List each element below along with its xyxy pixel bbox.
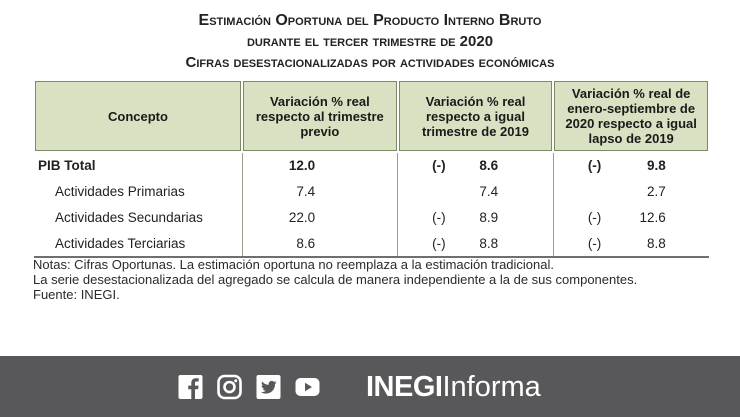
note-line-2: La serie desestacionalizada del agregado… bbox=[33, 272, 638, 287]
row-annual-value: 7.4 bbox=[479, 183, 499, 199]
header-concept: Concepto bbox=[33, 79, 243, 153]
row-annual-cell: 7.4 bbox=[397, 178, 554, 204]
row-ytd-cell: (-) 8.8 bbox=[552, 230, 709, 258]
row-quarterly-value: 8.6 bbox=[241, 230, 398, 258]
note-line-1: Notas: Cifras Oportunas. La estimación o… bbox=[33, 257, 554, 272]
instagram-icon[interactable] bbox=[215, 374, 244, 400]
table-header-row: Concepto Variación % real respecto al tr… bbox=[33, 79, 710, 153]
social-icons bbox=[176, 374, 322, 400]
header-year-to-date: Variación % real de enero-septiembre de … bbox=[552, 79, 710, 153]
gdp-table: Concepto Variación % real respecto al tr… bbox=[33, 79, 710, 258]
negative-sign: (-) bbox=[432, 158, 446, 173]
table-row: Actividades Secundarias 22.0 (-) 8.9 (-) 1… bbox=[34, 204, 709, 230]
title-line-3: Cifras desestacionalizadas por actividad… bbox=[185, 54, 555, 71]
row-ytd-cell: 2.7 bbox=[552, 178, 709, 204]
title-block: Estimación Oportuna del Producto Interno… bbox=[0, 10, 740, 73]
row-ytd-value: 9.8 bbox=[647, 158, 666, 173]
negative-sign: (-) bbox=[432, 209, 446, 225]
brand-informa: Informa bbox=[442, 371, 541, 403]
row-ytd-value: 2.7 bbox=[647, 183, 666, 199]
row-concept: Actividades Terciarias bbox=[34, 230, 242, 258]
notes-block: Notas: Cifras Oportunas. La estimación o… bbox=[33, 257, 708, 302]
note-source: Fuente: INEGI. bbox=[33, 287, 120, 302]
negative-sign: (-) bbox=[432, 235, 446, 251]
row-quarterly-value: 7.4 bbox=[241, 178, 398, 204]
table-row: Actividades Terciarias 8.6 (-) 8.8 (-) 8.8 bbox=[34, 230, 709, 258]
brand-inegi: INEGI bbox=[366, 371, 443, 403]
row-ytd-value: 12.6 bbox=[639, 209, 666, 225]
title-line-2: durante el tercer trimestre de 2020 bbox=[246, 33, 494, 50]
row-quarterly-value: 12.0 bbox=[241, 151, 398, 178]
header-annual: Variación % real respecto a igual trimes… bbox=[396, 79, 555, 153]
row-concept: Actividades Primarias bbox=[55, 183, 185, 199]
row-ytd-value: 8.8 bbox=[647, 235, 666, 251]
row-ytd-cell: (-) 9.8 bbox=[552, 151, 709, 178]
negative-sign: (-) bbox=[587, 209, 602, 225]
youtube-icon[interactable] bbox=[293, 374, 322, 400]
row-annual-value: 8.8 bbox=[479, 235, 499, 251]
row-annual-value: 8.6 bbox=[479, 158, 499, 173]
row-ytd-cell: (-) 12.6 bbox=[552, 204, 709, 230]
table-row: Actividades Primarias 7.4 7.4 2.7 bbox=[34, 178, 709, 204]
table-row: PIB Total 12.0 (-) 8.6 (-) 9.8 bbox=[34, 151, 709, 178]
footer-bar: INEGIInforma bbox=[0, 356, 740, 417]
inegi-informa-logo: INEGIInforma bbox=[366, 370, 541, 404]
row-concept: PIB Total bbox=[34, 151, 242, 178]
row-quarterly-value: 22.0 bbox=[241, 204, 398, 230]
row-annual-cell: (-) 8.9 bbox=[397, 204, 554, 230]
row-annual-value: 8.9 bbox=[479, 209, 499, 225]
negative-sign: (-) bbox=[587, 235, 602, 251]
negative-sign: (-) bbox=[587, 158, 602, 173]
row-annual-cell: (-) 8.8 bbox=[397, 230, 554, 258]
row-concept: Actividades Secundarias bbox=[55, 209, 203, 225]
facebook-icon[interactable] bbox=[176, 374, 205, 400]
header-quarterly: Variación % real respecto al trimestre p… bbox=[241, 79, 399, 153]
twitter-icon[interactable] bbox=[254, 374, 283, 400]
row-annual-cell: (-) 8.6 bbox=[397, 151, 554, 178]
title-line-1: Estimación Oportuna del Producto Interno… bbox=[198, 12, 542, 29]
